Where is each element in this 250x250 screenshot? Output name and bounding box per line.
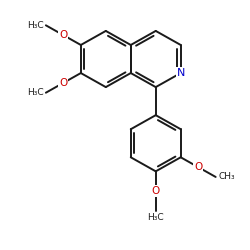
Text: O: O (59, 30, 68, 40)
Text: N: N (176, 68, 185, 78)
Text: O: O (152, 186, 160, 196)
Text: H₃C: H₃C (27, 88, 44, 97)
Text: O: O (59, 78, 68, 88)
Text: H₃C: H₃C (27, 21, 44, 30)
Text: O: O (194, 162, 202, 172)
Text: CH₃: CH₃ (218, 172, 235, 182)
Text: H₃C: H₃C (148, 213, 164, 222)
